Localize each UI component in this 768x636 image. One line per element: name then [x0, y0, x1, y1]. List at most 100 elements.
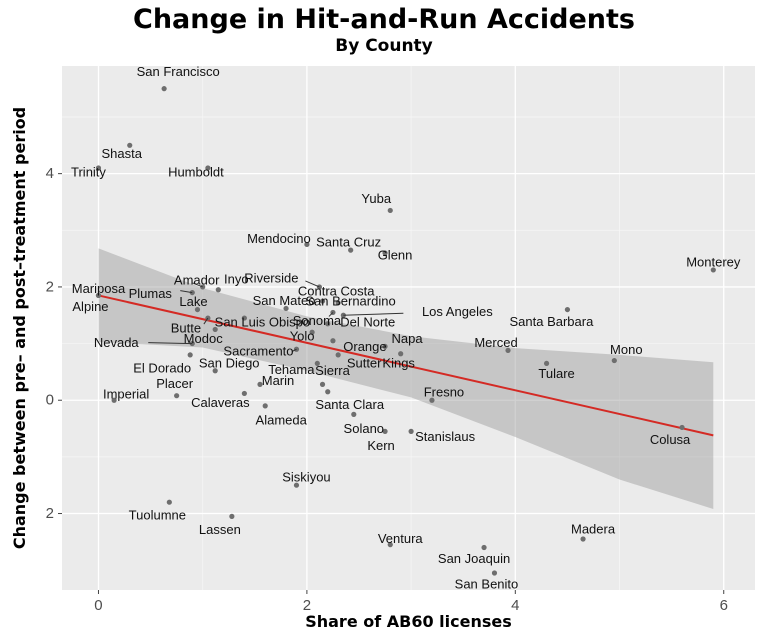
data-point	[166, 499, 172, 505]
data-point	[408, 428, 414, 434]
label-leader	[180, 290, 193, 294]
point-label: Madera	[571, 522, 616, 537]
data-point	[382, 428, 388, 434]
x-tick-label: 0	[94, 597, 102, 614]
data-point	[241, 390, 247, 397]
data-point	[505, 347, 511, 353]
point-label: Alpine	[72, 299, 108, 314]
data-point	[309, 329, 315, 335]
point-label: Monterey	[686, 254, 741, 269]
data-point	[187, 352, 193, 358]
point-label: Siskiyou	[282, 470, 330, 485]
label-leader	[148, 342, 193, 345]
point-label: San Benito	[455, 577, 519, 592]
point-label: San Francisco	[137, 64, 220, 79]
point-label: San Bernardino	[305, 294, 395, 309]
point-label: Merced	[474, 335, 517, 350]
point-labels: San Francisco Shasta Trinity Humboldt Yuba Me…	[71, 64, 741, 591]
point-label: Butte	[171, 321, 201, 336]
point-label: Ventura	[378, 531, 424, 546]
data-point	[491, 570, 498, 576]
data-point	[95, 292, 102, 299]
point-label: Imperial	[103, 387, 149, 402]
data-point	[564, 306, 571, 313]
point-label: Riverside	[244, 270, 298, 285]
point-label: Mariposa	[72, 281, 126, 296]
point-label: Fresno	[424, 385, 464, 400]
data-point	[611, 357, 617, 364]
data-point	[212, 326, 218, 333]
data-point	[205, 165, 211, 171]
point-label: Glenn	[378, 247, 413, 262]
point-label: Placer	[156, 376, 194, 391]
x-tick-label: 4	[511, 597, 519, 614]
data-point	[710, 267, 716, 273]
point-label: Solano	[344, 421, 384, 436]
point-label: Lassen	[199, 522, 241, 537]
data-point	[174, 393, 180, 399]
point-label: Napa	[392, 331, 424, 346]
confidence-band	[98, 248, 714, 509]
label-leader	[203, 317, 209, 325]
chart-title: Change in Hit-and-Run Accidents	[133, 4, 635, 35]
point-label: Sacramento	[223, 344, 293, 359]
data-point	[319, 298, 326, 304]
data-point	[351, 411, 357, 417]
label-leader	[343, 312, 404, 316]
data-point	[580, 536, 586, 542]
data-point	[95, 165, 102, 171]
data-point	[325, 321, 331, 327]
point-label: Del Norte	[340, 314, 395, 329]
label-leader	[192, 282, 203, 288]
data-point	[348, 247, 354, 253]
point-label: Santa Clara	[315, 397, 384, 412]
point-label: Sierra	[315, 363, 350, 378]
point-label: Mono	[610, 342, 643, 357]
point-label: Contra Costa	[298, 283, 375, 298]
point-label: Nevada	[94, 335, 140, 350]
data-point	[679, 424, 685, 431]
point-label: Sonoma	[293, 313, 342, 328]
data-point	[262, 403, 268, 409]
point-label: Santa Cruz	[316, 235, 381, 250]
data-point	[127, 142, 133, 148]
point-label: San Diego	[199, 355, 260, 370]
point-label: Inyo	[224, 271, 249, 286]
point-label: El Dorado	[133, 360, 191, 375]
y-tick-label: 4	[46, 165, 54, 182]
y-tick-label: 2	[46, 505, 54, 522]
data-point	[335, 300, 341, 306]
point-label: Trinity	[71, 164, 106, 179]
data-point	[241, 315, 247, 321]
x-tick-label: 2	[303, 597, 311, 614]
point-label: Tulare	[538, 366, 574, 381]
data-point	[229, 513, 235, 519]
label-leader	[305, 280, 320, 288]
point-label: Marin	[262, 373, 295, 388]
data-point	[215, 287, 221, 293]
point-label: Modoc	[184, 331, 224, 346]
point-label: Stanislaus	[415, 429, 475, 444]
data-point	[325, 389, 331, 395]
data-point	[382, 343, 388, 350]
chart-subtitle: By County	[335, 36, 433, 56]
point-label: Yolo	[290, 329, 315, 344]
label-leader	[292, 348, 297, 352]
point-label: San Mateo	[253, 293, 316, 308]
y-axis-label: Change between pre– and post–treatment p…	[10, 107, 29, 549]
plot-panel	[62, 66, 755, 590]
point-label: Colusa	[650, 432, 691, 447]
data-point	[335, 352, 341, 358]
point-label: Sutter	[347, 355, 382, 370]
data-point	[429, 397, 435, 403]
fit-line	[98, 294, 714, 437]
data-point	[293, 482, 300, 488]
data-point	[319, 381, 326, 387]
data-point	[382, 250, 388, 256]
x-axis-label: Share of AB60 licenses	[305, 612, 512, 631]
point-label: Tehama	[268, 362, 315, 377]
data-point	[481, 544, 487, 551]
point-label: Amador	[174, 272, 220, 287]
